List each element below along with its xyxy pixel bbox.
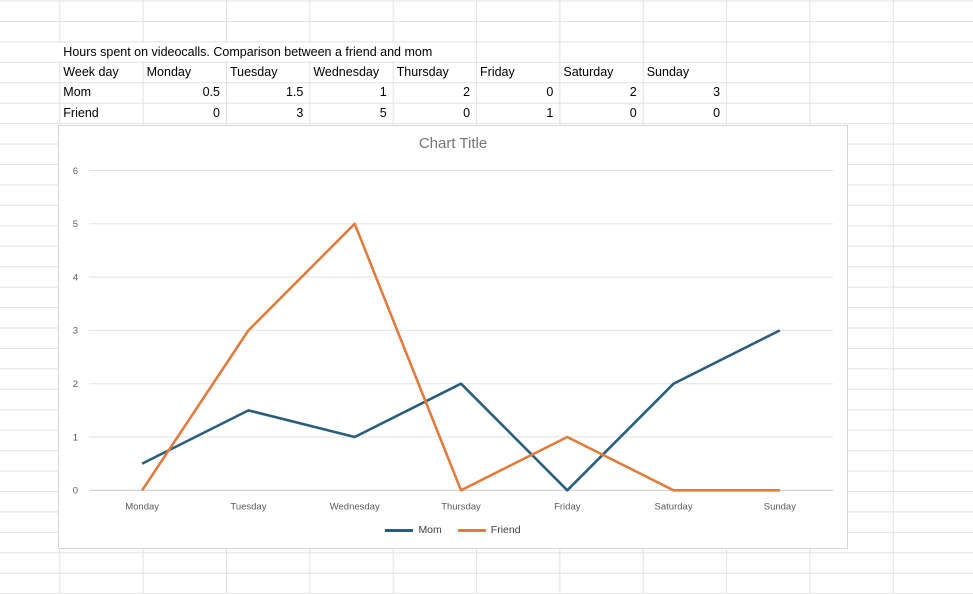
y-tick-label: 2 [73, 379, 78, 390]
chart-title[interactable]: Chart Title [418, 135, 488, 152]
legend-item-friend[interactable]: Friend [457, 524, 521, 536]
y-tick-label: 1 [73, 432, 78, 443]
y-tick-label: 5 [73, 219, 78, 230]
x-axis-label: Tuesday [230, 501, 266, 512]
x-axis-label: Thursday [441, 501, 481, 512]
cell-day-header-sunday[interactable]: Sunday [646, 64, 690, 79]
cell-day-header-monday[interactable]: Monday [146, 64, 192, 79]
table-title-text: Hours spent on videocalls. Comparison be… [59, 42, 439, 62]
data-table: Hours spent on videocalls. Comparison be… [59, 41, 726, 123]
cell-friend-sunday[interactable]: 0 [713, 105, 721, 120]
cell-friend-friday[interactable]: 1 [546, 105, 554, 120]
chart-legend: Mom Friend [59, 522, 847, 538]
cell-mom-tuesday[interactable]: 1.5 [285, 85, 304, 100]
embedded-chart[interactable]: Chart Title 0 1 2 3 4 5 6 Monday Tuesday Wednesda… [58, 125, 848, 549]
cell-mom-wednesday[interactable]: 1 [379, 85, 387, 100]
cell-day-header-tuesday[interactable]: Tuesday [229, 64, 278, 79]
cell-row-name-mom[interactable]: Mom [63, 85, 92, 100]
cell-mom-saturday[interactable]: 2 [629, 85, 637, 100]
legend-swatch-friend-icon [457, 528, 486, 532]
x-axis-label: Friday [554, 501, 581, 512]
x-axis-label: Sunday [764, 501, 796, 512]
legend-label-mom: Mom [418, 524, 442, 536]
cell-day-header-saturday[interactable]: Saturday [563, 64, 614, 79]
cell-table-title[interactable]: Hours spent on videocalls. Comparison be… [59, 41, 726, 62]
cell-friend-thursday[interactable]: 0 [463, 105, 471, 120]
legend-item-mom[interactable]: Mom [385, 524, 442, 536]
y-tick-label: 3 [73, 326, 78, 337]
cell-day-header-friday[interactable]: Friday [480, 64, 515, 79]
cell-friend-wednesday[interactable]: 5 [379, 105, 387, 120]
cell-week-day-header[interactable]: Week day [63, 64, 119, 79]
y-tick-label: 4 [73, 272, 78, 283]
cell-friend-monday[interactable]: 0 [213, 105, 220, 120]
series-line-mom[interactable] [141, 329, 781, 492]
series-line-friend[interactable] [141, 222, 780, 492]
cell-mom-sunday[interactable]: 3 [713, 85, 721, 100]
cell-mom-friday[interactable]: 0 [546, 85, 554, 100]
x-axis-label: Wednesday [330, 501, 380, 512]
x-axis-label: Saturday [655, 501, 693, 512]
legend-label-friend: Friend [490, 524, 521, 536]
cell-mom-monday[interactable]: 0.5 [202, 85, 220, 100]
cell-mom-thursday[interactable]: 2 [463, 85, 471, 100]
cell-day-header-thursday[interactable]: Thursday [396, 64, 449, 79]
plot-area: 0 1 2 3 4 5 6 Monday Tuesday Wednesday Thursday Fri… [73, 166, 833, 512]
cell-friend-saturday[interactable]: 0 [629, 105, 637, 120]
cell-row-name-friend[interactable]: Friend [63, 105, 99, 120]
cell-friend-tuesday[interactable]: 3 [296, 105, 304, 120]
legend-swatch-mom-icon [385, 528, 414, 532]
cell-day-header-wednesday[interactable]: Wednesday [313, 64, 380, 79]
x-axis-label: Monday [125, 501, 159, 512]
y-tick-label: 0 [73, 486, 78, 497]
y-tick-label: 6 [73, 166, 78, 177]
